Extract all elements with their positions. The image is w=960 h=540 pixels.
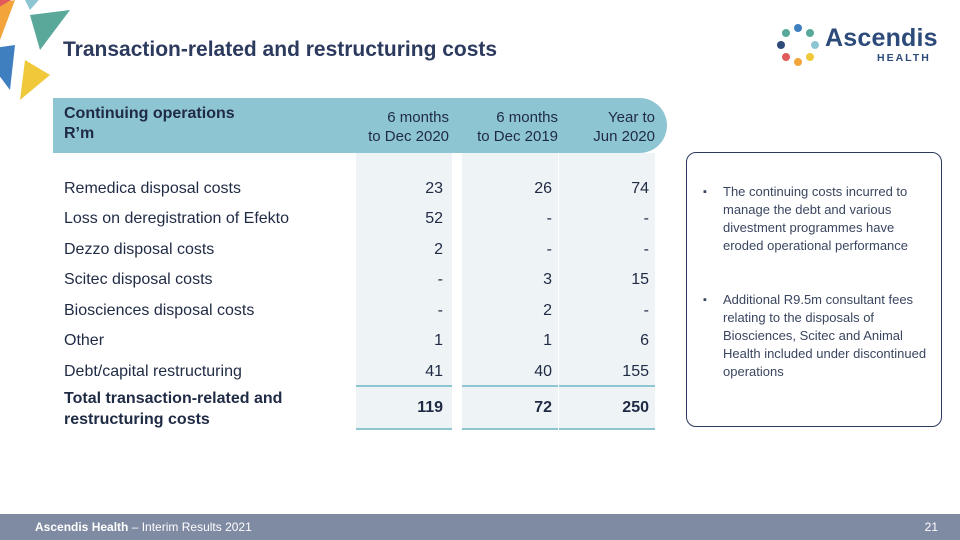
bullet-icon: ▪	[703, 294, 707, 306]
col-head-line1: Year to	[608, 109, 655, 126]
page-title: Transaction-related and restructuring co…	[63, 38, 498, 61]
col-head-line2: to Dec 2020	[368, 128, 449, 145]
row-label: Debt/capital restructuring	[64, 363, 242, 380]
footer-text: Ascendis Health – Interim Results 2021	[35, 520, 252, 534]
column-shade-1	[356, 153, 452, 428]
header-label-line2: R’m	[64, 125, 95, 142]
row-value: 2	[543, 302, 552, 319]
row-value: -	[546, 241, 552, 258]
note-text: Additional R9.5m consultant fees relatin…	[723, 292, 927, 379]
row-value: 74	[631, 180, 649, 197]
notes-box: ▪ The continuing costs incurred to manag…	[686, 152, 942, 427]
row-value: -	[437, 302, 443, 319]
row-label: Scitec disposal costs	[64, 271, 213, 288]
row-value: 52	[425, 210, 443, 227]
row-label: Dezzo disposal costs	[64, 241, 215, 258]
total-label: Total transaction-related and restructur…	[64, 390, 283, 428]
row-value: 1	[434, 332, 443, 349]
table-header-label: Continuing operations R’m	[64, 104, 294, 144]
column-header-dec-2020: 6 months to Dec 2020	[339, 108, 449, 146]
row-value: -	[546, 210, 552, 227]
column-shade-3	[559, 153, 655, 428]
decorative-pinwheel-graphic	[0, 0, 70, 100]
note-text: The continuing costs incurred to manage …	[723, 184, 909, 253]
subtotal-rule	[356, 385, 452, 387]
column-header-jun-2020: Year to Jun 2020	[545, 108, 655, 146]
row-value: 3	[543, 271, 552, 288]
table-header-band	[53, 98, 667, 153]
logo-mark-icon	[777, 24, 819, 66]
total-rule	[462, 428, 558, 430]
row-label: Other	[64, 332, 105, 349]
row-value: 2	[434, 241, 443, 258]
total-value: 119	[417, 399, 443, 416]
row-value: 40	[534, 363, 552, 380]
total-value: 72	[534, 399, 552, 416]
row-label: Biosciences disposal costs	[64, 302, 255, 319]
bullet-icon: ▪	[703, 186, 707, 198]
row-value: -	[643, 302, 649, 319]
col-head-line2: Jun 2020	[593, 128, 655, 145]
col-head-line1: 6 months	[387, 109, 449, 126]
col-head-line2: to Dec 2019	[477, 128, 558, 145]
row-value: 23	[425, 180, 443, 197]
footer-suffix: – Interim Results 2021	[128, 520, 252, 534]
row-value: -	[437, 271, 443, 288]
column-header-dec-2019: 6 months to Dec 2019	[448, 108, 558, 146]
row-label: Remedica disposal costs	[64, 180, 241, 197]
footer-brand: Ascendis Health	[35, 520, 129, 534]
row-value: -	[643, 210, 649, 227]
row-value: 1	[543, 332, 552, 349]
total-rule	[356, 428, 452, 430]
logo-subtitle: HEALTH	[877, 52, 931, 64]
ascendis-logo: Ascendis HEALTH	[775, 22, 940, 72]
header-label-line1: Continuing operations	[64, 105, 235, 122]
subtotal-rule	[559, 385, 655, 387]
column-shade-2	[462, 153, 558, 428]
total-value: 250	[622, 399, 649, 416]
logo-name: Ascendis	[825, 24, 938, 52]
row-value: 6	[640, 332, 649, 349]
row-value: -	[643, 241, 649, 258]
row-value: 155	[622, 363, 649, 380]
row-value: 15	[631, 271, 649, 288]
row-value: 41	[425, 363, 443, 380]
col-head-line1: 6 months	[496, 109, 558, 126]
total-rule	[559, 428, 655, 430]
row-value: 26	[534, 180, 552, 197]
footer-bar	[0, 514, 960, 540]
page-number: 21	[924, 520, 938, 534]
row-label: Loss on deregistration of Efekto	[64, 210, 290, 227]
subtotal-rule	[462, 385, 558, 387]
